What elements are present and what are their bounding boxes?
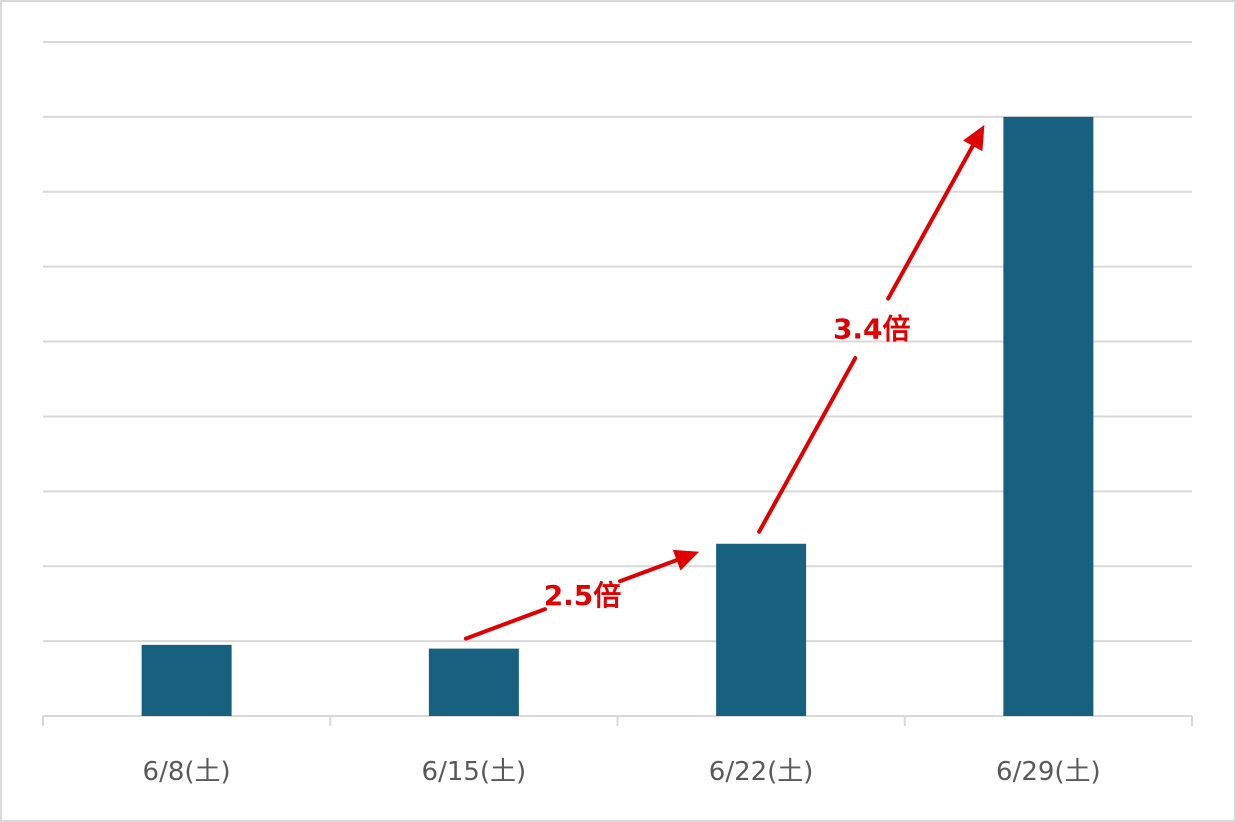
annotation-arrow-shaft — [757, 356, 858, 534]
x-tick-label: 6/22(土) — [709, 757, 814, 787]
x-tick-label: 6/15(土) — [422, 757, 527, 787]
bar — [1003, 116, 1094, 716]
annotation-arrowhead — [672, 549, 700, 571]
annotation-label: 3.4倍 — [833, 312, 911, 345]
bars — [141, 116, 1094, 716]
x-tick-label: 6/29(土) — [996, 757, 1101, 787]
gridlines — [43, 41, 1192, 643]
annotation-arrow-shaft — [463, 607, 548, 641]
growth-annotations: 2.5倍 3.4倍 — [463, 124, 985, 641]
annotation-arrowhead — [963, 124, 985, 152]
annotation-arrow-shaft — [886, 131, 982, 301]
bar — [141, 644, 232, 716]
bar — [428, 648, 519, 716]
x-tick-label: 6/8(土) — [143, 757, 231, 787]
x-axis — [42, 715, 1193, 726]
bar — [716, 543, 807, 716]
annotation-label: 2.5倍 — [544, 579, 622, 612]
x-tick-labels: 6/8(土) 6/15(土) 6/22(土) 6/29(土) — [143, 757, 1101, 787]
